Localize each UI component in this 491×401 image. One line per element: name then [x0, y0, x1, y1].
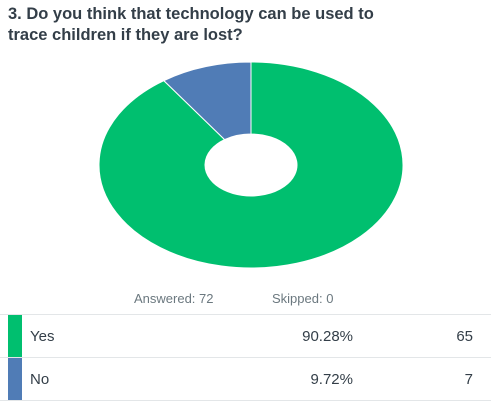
answer-label: Yes — [30, 328, 55, 345]
donut-chart — [98, 61, 404, 269]
question-title: 3. Do you think that technology can be u… — [8, 4, 478, 46]
no-color-swatch — [8, 358, 22, 400]
slice-yes — [98, 61, 404, 269]
answer-label: No — [30, 371, 50, 388]
answer-count: 7 — [464, 371, 473, 388]
question-line-1: 3. Do you think that technology can be u… — [8, 5, 374, 23]
answered-count: Answered: 72 — [134, 291, 214, 306]
question-line-2: trace children if they are lost? — [8, 26, 243, 44]
yes-color-swatch — [8, 315, 22, 357]
answer-percent: 90.28% — [302, 328, 353, 345]
answer-percent: 9.72% — [310, 371, 353, 388]
answer-row-yes: Yes 90.28% 65 — [0, 314, 491, 357]
skipped-count: Skipped: 0 — [272, 291, 334, 306]
response-stats: Answered: 72 Skipped: 0 — [0, 290, 491, 308]
answer-table: Yes 90.28% 65 No 9.72% 7 — [0, 314, 491, 401]
slice-no — [162, 61, 252, 141]
answer-row-no: No 9.72% 7 — [0, 357, 491, 401]
answer-count: 65 — [456, 328, 473, 345]
